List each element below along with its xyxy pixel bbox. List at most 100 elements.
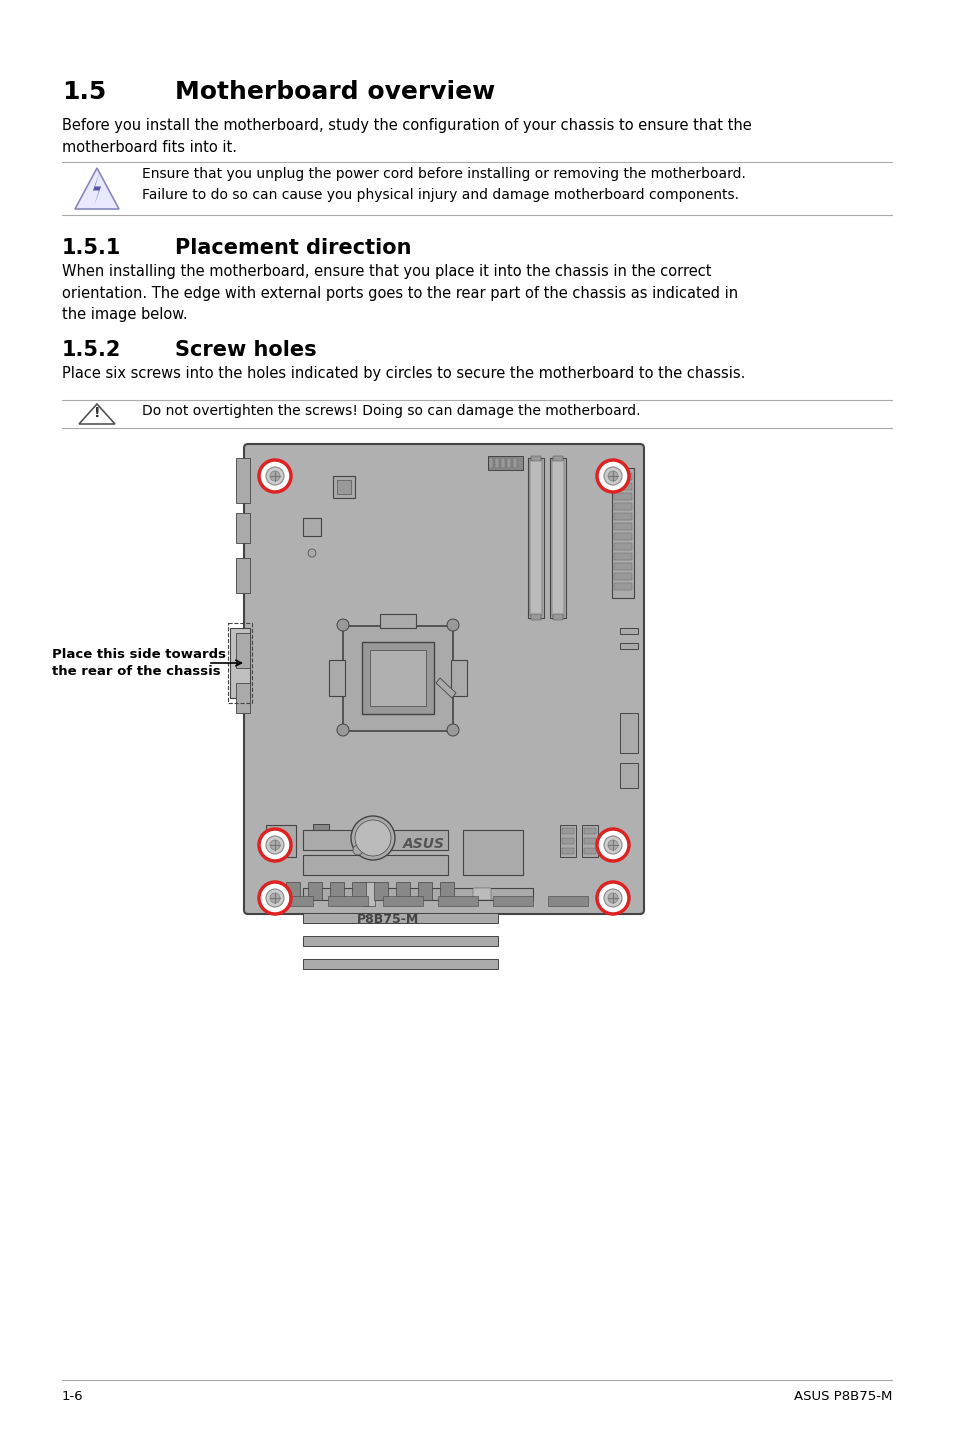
Circle shape bbox=[351, 815, 395, 860]
Bar bbox=[493, 896, 533, 906]
Bar bbox=[379, 614, 416, 628]
Circle shape bbox=[355, 820, 391, 856]
Circle shape bbox=[336, 723, 349, 736]
Bar bbox=[561, 838, 574, 844]
Bar bbox=[552, 460, 563, 615]
Bar bbox=[614, 493, 631, 500]
Bar bbox=[439, 881, 454, 900]
Circle shape bbox=[597, 460, 628, 492]
Bar bbox=[313, 824, 329, 835]
Bar bbox=[531, 456, 540, 462]
Circle shape bbox=[597, 828, 628, 861]
Bar bbox=[553, 614, 562, 620]
Circle shape bbox=[447, 618, 458, 631]
Bar bbox=[330, 881, 344, 900]
Bar bbox=[614, 483, 631, 490]
Bar bbox=[235, 633, 250, 669]
Bar bbox=[333, 476, 355, 498]
Bar bbox=[559, 825, 576, 857]
Bar bbox=[303, 936, 497, 946]
Bar bbox=[489, 457, 493, 467]
Text: ASUS P8B75-M: ASUS P8B75-M bbox=[793, 1391, 891, 1403]
Bar bbox=[303, 889, 533, 900]
Bar bbox=[462, 830, 522, 874]
Text: Place six screws into the holes indicated by circles to secure the motherboard t: Place six screws into the holes indicate… bbox=[62, 367, 744, 381]
Bar bbox=[614, 554, 631, 559]
Text: Do not overtighten the screws! Doing so can damage the motherboard.: Do not overtighten the screws! Doing so … bbox=[142, 404, 639, 418]
Bar bbox=[547, 896, 587, 906]
Bar bbox=[553, 456, 562, 462]
Bar bbox=[266, 825, 295, 857]
Bar bbox=[513, 457, 517, 467]
Bar bbox=[619, 713, 638, 754]
Circle shape bbox=[266, 467, 284, 485]
Bar bbox=[328, 896, 368, 906]
Bar bbox=[228, 623, 252, 703]
Bar bbox=[500, 457, 504, 467]
Circle shape bbox=[270, 840, 280, 850]
Circle shape bbox=[258, 460, 291, 492]
Bar bbox=[531, 614, 540, 620]
Bar bbox=[561, 848, 574, 854]
Bar bbox=[235, 513, 250, 544]
Bar bbox=[527, 457, 543, 618]
Bar bbox=[614, 544, 631, 549]
Bar bbox=[437, 896, 477, 906]
Circle shape bbox=[603, 835, 621, 854]
Bar bbox=[495, 457, 498, 467]
Bar bbox=[488, 456, 522, 470]
Bar bbox=[619, 643, 638, 649]
Bar bbox=[303, 830, 448, 850]
Bar bbox=[614, 572, 631, 580]
Bar bbox=[273, 896, 313, 906]
Bar bbox=[286, 881, 299, 900]
Text: 1-6: 1-6 bbox=[62, 1391, 84, 1403]
Bar bbox=[352, 881, 366, 900]
Bar bbox=[619, 764, 638, 788]
Bar bbox=[370, 650, 426, 706]
Bar bbox=[583, 828, 596, 834]
Text: When installing the motherboard, ensure that you place it into the chassis in th: When installing the motherboard, ensure … bbox=[62, 265, 738, 322]
Bar bbox=[614, 523, 631, 531]
Bar bbox=[561, 828, 574, 834]
Circle shape bbox=[607, 893, 618, 903]
Circle shape bbox=[270, 472, 280, 480]
Bar bbox=[581, 825, 598, 857]
Text: P8B75-M: P8B75-M bbox=[356, 913, 418, 926]
Bar bbox=[451, 660, 467, 696]
Circle shape bbox=[258, 828, 291, 861]
Bar bbox=[614, 473, 631, 480]
Circle shape bbox=[353, 846, 363, 856]
Circle shape bbox=[336, 618, 349, 631]
Bar bbox=[303, 913, 497, 923]
Text: Placement direction: Placement direction bbox=[174, 239, 411, 257]
Polygon shape bbox=[75, 168, 119, 209]
Bar bbox=[235, 457, 250, 503]
Circle shape bbox=[603, 467, 621, 485]
Text: Ensure that you unplug the power cord before installing or removing the motherbo: Ensure that you unplug the power cord be… bbox=[142, 167, 745, 201]
Text: Motherboard overview: Motherboard overview bbox=[174, 81, 495, 104]
Bar bbox=[343, 626, 453, 731]
Bar bbox=[550, 457, 565, 618]
Bar bbox=[336, 480, 351, 495]
Bar bbox=[329, 660, 345, 696]
Circle shape bbox=[447, 723, 458, 736]
FancyBboxPatch shape bbox=[244, 444, 643, 915]
Bar bbox=[619, 628, 638, 634]
Bar bbox=[235, 558, 250, 592]
Text: 1.5.2: 1.5.2 bbox=[62, 339, 121, 360]
Bar bbox=[361, 641, 434, 715]
Circle shape bbox=[607, 472, 618, 480]
Bar bbox=[363, 881, 375, 906]
Bar bbox=[230, 628, 250, 697]
Text: Before you install the motherboard, study the configuration of your chassis to e: Before you install the motherboard, stud… bbox=[62, 118, 751, 155]
Bar bbox=[612, 467, 634, 598]
Text: Place this side towards
the rear of the chassis: Place this side towards the rear of the … bbox=[52, 649, 226, 677]
Circle shape bbox=[258, 881, 291, 915]
Bar bbox=[308, 881, 322, 900]
Circle shape bbox=[308, 549, 315, 557]
Bar bbox=[614, 564, 631, 569]
Bar bbox=[303, 959, 497, 969]
Bar bbox=[614, 513, 631, 521]
Text: 1.5: 1.5 bbox=[62, 81, 106, 104]
